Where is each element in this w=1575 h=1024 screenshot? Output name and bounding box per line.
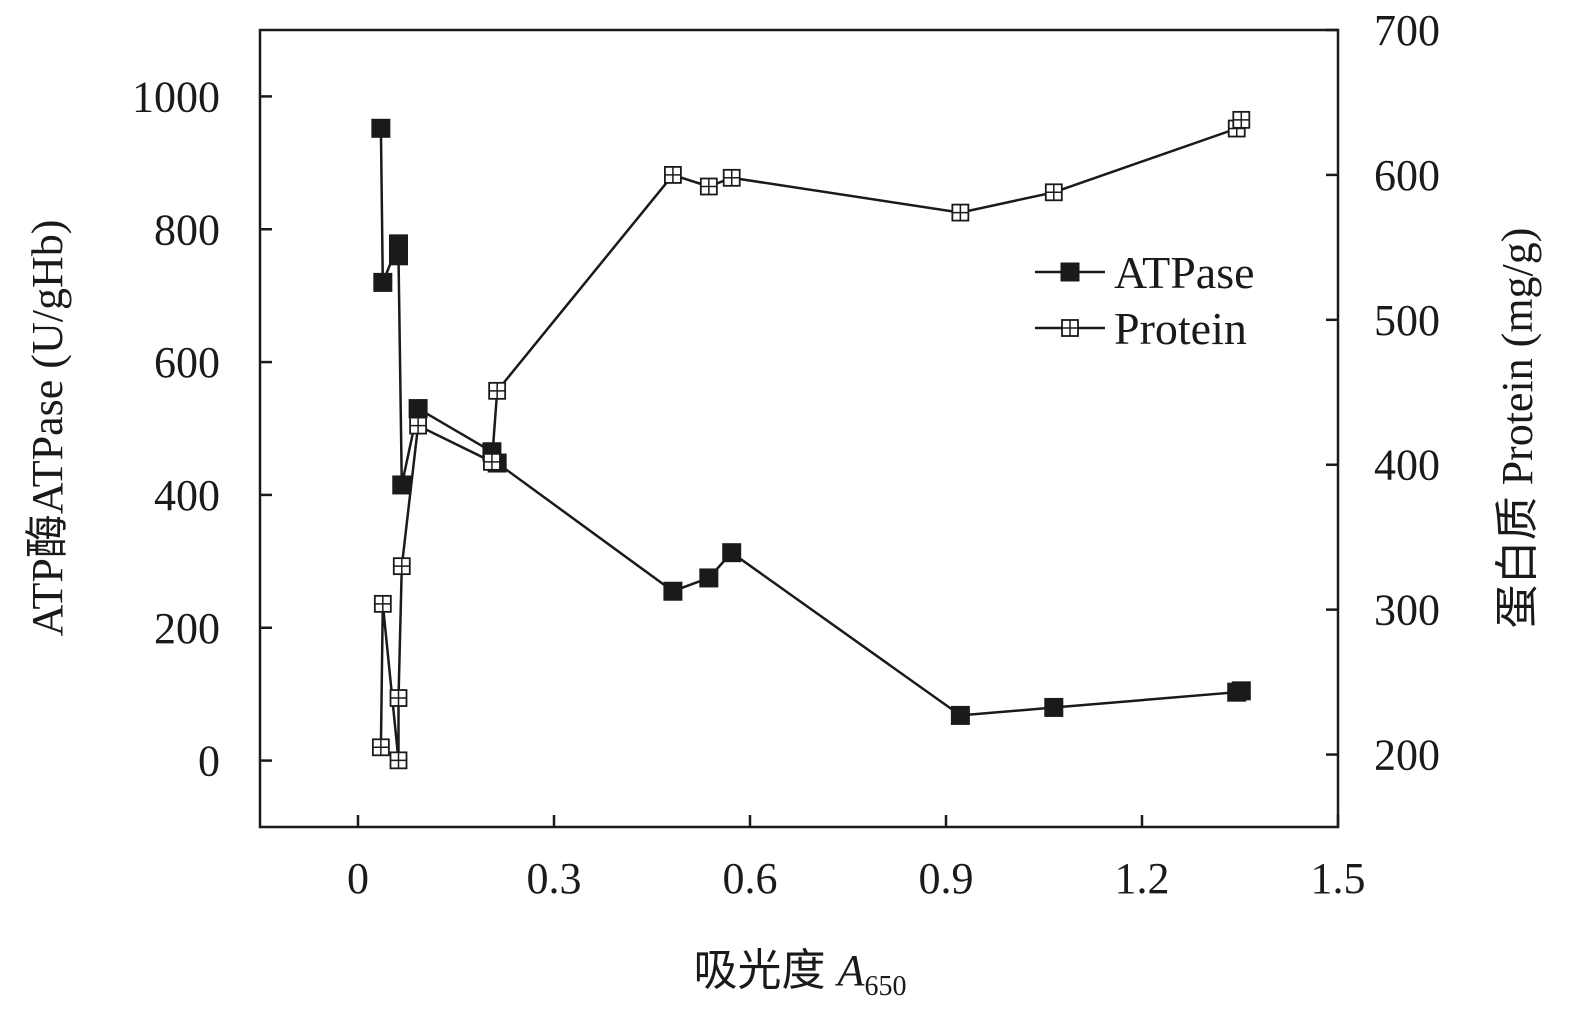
x-tick-label: 0.3 xyxy=(527,854,582,903)
data-point-atpase xyxy=(722,543,742,563)
data-point-protein xyxy=(664,166,682,184)
data-point-atpase xyxy=(699,568,719,588)
legend-marker xyxy=(1060,262,1080,282)
data-point-protein xyxy=(699,177,718,196)
data-point-protein xyxy=(409,416,428,435)
data-point-atpase xyxy=(389,246,409,266)
x-tick-label: 1.2 xyxy=(1115,854,1170,903)
data-point-protein xyxy=(1232,110,1251,129)
data-point-protein xyxy=(951,203,970,222)
left-y-tick-label: 400 xyxy=(154,471,220,520)
x-axis-title: 吸光度 A650 xyxy=(694,946,907,1002)
data-point-atpase xyxy=(408,399,428,419)
data-point-protein xyxy=(392,557,411,576)
series-protein xyxy=(371,110,1251,770)
data-point-protein xyxy=(389,751,408,770)
right-y-tick-label: 600 xyxy=(1374,151,1440,200)
data-point-atpase xyxy=(1044,697,1064,717)
left-axis-title: ATP酶ATPase (U/gHb) xyxy=(23,220,72,637)
data-point-atpase xyxy=(663,581,683,601)
left-y-tick-label: 200 xyxy=(154,604,220,653)
x-axis-title-subscript: 650 xyxy=(864,971,906,1002)
legend-marker xyxy=(1061,319,1079,337)
left-axis-ticks: 0 200 400 600 800 1000 xyxy=(132,72,272,786)
data-point-protein xyxy=(488,381,507,400)
legend-entry-atpase: ATPase xyxy=(1035,247,1255,298)
series-line-protein xyxy=(379,119,1243,761)
left-y-tick-label: 1000 xyxy=(132,72,220,121)
left-y-tick-label: 0 xyxy=(198,737,220,786)
x-tick-label: 1.5 xyxy=(1311,854,1366,903)
right-y-tick-label: 300 xyxy=(1374,586,1440,635)
data-point-protein xyxy=(373,594,392,613)
data-point-atpase xyxy=(392,475,412,495)
right-y-tick-label: 500 xyxy=(1374,296,1440,345)
x-axis-title-text: 吸光度 xyxy=(694,946,826,995)
series-line-atpase xyxy=(379,128,1242,717)
data-point-atpase xyxy=(1231,681,1251,701)
x-tick-label: 0.6 xyxy=(723,854,778,903)
right-y-tick-label: 700 xyxy=(1374,6,1440,55)
series-atpase xyxy=(371,118,1251,725)
right-axis-title: 蛋白质 Protein (mg/g) xyxy=(1493,228,1542,629)
legend-entry-protein: Protein xyxy=(1035,303,1247,354)
x-axis-title-symbol: A xyxy=(835,946,866,995)
right-y-tick-label: 200 xyxy=(1374,731,1440,780)
legend-label: Protein xyxy=(1114,303,1247,354)
data-point-atpase xyxy=(373,272,393,292)
series-layer xyxy=(371,110,1251,770)
left-y-tick-label: 600 xyxy=(154,338,220,387)
right-y-tick-label: 400 xyxy=(1374,441,1440,490)
left-y-tick-label: 800 xyxy=(154,205,220,254)
data-point-protein xyxy=(722,168,741,187)
data-point-atpase xyxy=(371,118,391,138)
x-tick-label: 0 xyxy=(347,854,369,903)
data-point-protein xyxy=(483,452,501,471)
data-point-atpase xyxy=(950,705,970,725)
right-axis-ticks: 200 300 400 500 600 700 xyxy=(1326,6,1440,780)
x-tick-label: 0.9 xyxy=(919,854,974,903)
data-point-protein xyxy=(371,738,390,757)
data-point-protein xyxy=(1044,183,1063,202)
plot-frame xyxy=(258,28,1340,829)
data-point-protein xyxy=(389,689,408,707)
legend-label: ATPase xyxy=(1114,247,1255,298)
x-axis-ticks: 0 0.3 0.6 0.9 1.2 1.5 xyxy=(347,815,1366,903)
